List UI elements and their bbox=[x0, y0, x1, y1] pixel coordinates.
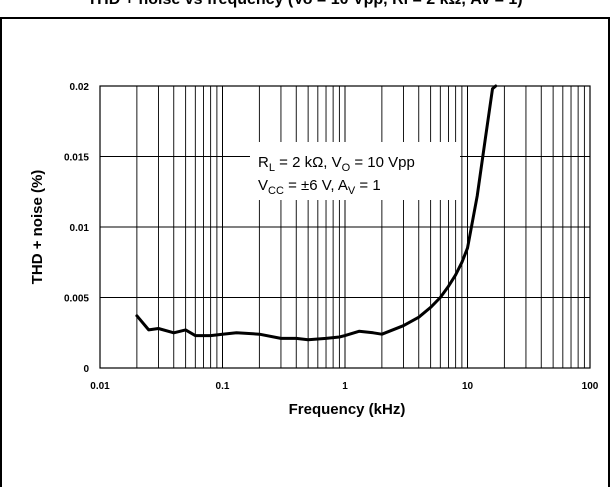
y-tick-label: 0.01 bbox=[70, 223, 90, 234]
x-tick-label: 100 bbox=[582, 381, 599, 392]
y-tick-label: 0.02 bbox=[70, 82, 90, 93]
y-axis-label: THD + noise (%) bbox=[29, 170, 46, 285]
x-tick-label: 10 bbox=[462, 381, 474, 392]
x-tick-label: 0.1 bbox=[216, 381, 230, 392]
y-tick-label: 0.005 bbox=[64, 294, 89, 305]
x-tick-label: 1 bbox=[342, 381, 348, 392]
tick-labels: 0.01 0.1 1 10 100 0 0.005 0.01 0.015 0.02 bbox=[64, 82, 599, 392]
annotation-line-1: RL = 2 kΩ, VO = 10 Vpp bbox=[258, 154, 415, 174]
figure-caption: THD + noise vs frequency (Vo = 10 Vpp, R… bbox=[0, 0, 610, 9]
y-tick-label: 0 bbox=[83, 364, 89, 375]
x-axis-label: Frequency (kHz) bbox=[289, 401, 406, 418]
grid-lines bbox=[100, 86, 590, 368]
plot-area-border bbox=[99, 85, 591, 369]
y-tick-label: 0.015 bbox=[64, 153, 89, 164]
annotation-box bbox=[250, 142, 460, 200]
thd-noise-series-line bbox=[135, 84, 498, 342]
axis-frame bbox=[99, 85, 591, 369]
x-tick-label: 0.01 bbox=[90, 381, 110, 392]
series-group bbox=[135, 84, 498, 342]
